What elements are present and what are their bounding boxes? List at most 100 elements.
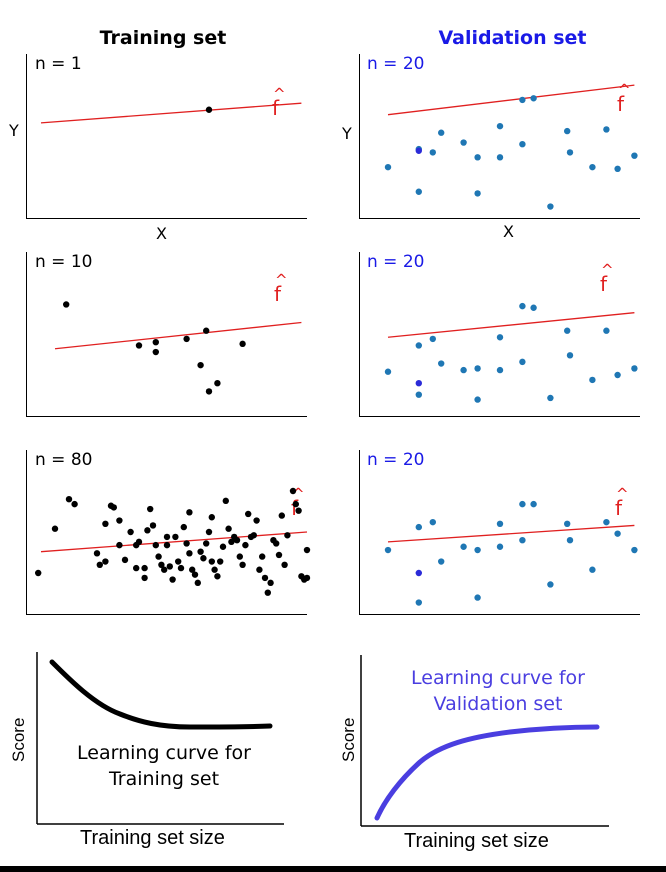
data-point-val-1-1	[415, 188, 422, 195]
data-point-val-10-13	[547, 394, 554, 402]
data-point-train-80-66	[267, 579, 274, 587]
data-point-train-80-78	[303, 574, 311, 582]
data-point-train-80-71	[281, 561, 288, 568]
data-point-train-80-29	[169, 576, 176, 583]
data-point-train-80-57	[242, 541, 249, 549]
data-point-val-10-6	[474, 365, 481, 372]
data-point-val-1-6	[474, 154, 481, 161]
fit-line-train-10	[54, 321, 302, 350]
data-point-train-80-2	[65, 496, 73, 503]
fhat-label-val-10: ^ f	[600, 261, 614, 296]
data-point-train-80-60	[250, 532, 257, 539]
data-point-val-1-0	[384, 163, 392, 171]
data-point-train-80-41	[200, 555, 207, 562]
data-point-train-80-17	[141, 564, 148, 572]
data-point-train-80-79	[303, 546, 311, 554]
data-point-train-80-9	[110, 504, 118, 511]
data-point-val-10-2	[415, 342, 422, 349]
data-point-val-80-8	[496, 520, 504, 527]
data-point-train-80-72	[284, 532, 291, 539]
data-point-train-80-42	[203, 540, 210, 547]
data-point-train-80-73	[289, 487, 297, 495]
data-point-val-10-10	[519, 358, 526, 366]
data-point-train-80-11	[116, 517, 123, 524]
x-axis-label-train: X	[156, 224, 167, 243]
highlight-point-val-80	[415, 569, 422, 577]
data-point-val-1-16	[589, 163, 596, 171]
fit-line-val-1	[387, 84, 635, 116]
data-point-val-10-18	[614, 371, 621, 379]
highlight-point-val-1	[415, 147, 422, 154]
data-point-train-80-23	[155, 553, 162, 560]
data-point-val-1-18	[614, 165, 621, 172]
data-point-train-80-14	[133, 564, 140, 572]
data-point-train-80-54	[233, 537, 241, 544]
data-point-train-80-5	[96, 561, 104, 568]
data-point-val-1-5	[460, 139, 467, 146]
data-point-train-80-38	[191, 571, 199, 578]
data-point-train-80-49	[219, 543, 227, 550]
data-point-train-80-39	[194, 579, 201, 587]
data-point-train-80-19	[144, 527, 151, 534]
data-point-train-80-26	[163, 541, 171, 549]
data-point-train-1-0	[205, 106, 213, 113]
plot-train-1	[26, 54, 307, 219]
data-point-train-80-52	[228, 538, 235, 546]
n-label-train-10: n = 10	[35, 252, 93, 272]
plot-train-80	[26, 450, 307, 615]
data-point-val-80-10	[519, 537, 526, 544]
data-point-val-80-18	[614, 530, 621, 537]
data-point-train-80-13	[127, 528, 134, 536]
data-point-val-1-19	[631, 152, 638, 159]
data-point-val-1-13	[547, 203, 554, 210]
data-point-train-80-65	[264, 589, 271, 596]
data-point-val-80-7	[496, 543, 504, 550]
data-point-train-80-55	[236, 553, 243, 560]
data-point-val-1-9	[474, 190, 481, 197]
validation-set-title: Validation set	[438, 27, 587, 49]
data-point-val-1-11	[519, 96, 526, 104]
data-point-val-10-4	[438, 360, 445, 367]
data-point-val-10-9	[474, 396, 481, 403]
data-point-train-80-3	[71, 500, 78, 508]
data-point-val-80-14	[564, 520, 571, 527]
data-point-train-80-47	[214, 573, 221, 580]
data-point-train-80-62	[256, 566, 263, 573]
data-point-val-10-16	[589, 376, 596, 384]
fit-line-train-1	[40, 102, 302, 124]
data-point-train-80-40	[197, 548, 204, 555]
data-point-train-80-70	[278, 512, 285, 519]
train-lc-ylabel: Score	[9, 717, 28, 762]
data-point-val-1-8	[496, 122, 504, 130]
data-point-train-80-69	[275, 551, 283, 559]
data-point-val-80-1	[415, 599, 422, 606]
fit-line-val-80	[387, 524, 635, 543]
data-point-val-80-9	[474, 594, 481, 601]
y-axis-label-train: Y	[9, 121, 19, 140]
n-label-val-1: n = 20	[367, 54, 425, 74]
data-point-train-10-2	[152, 339, 159, 346]
data-point-train-10-3	[152, 348, 159, 356]
data-point-train-80-58	[245, 510, 252, 518]
data-point-train-80-20	[147, 505, 154, 513]
plot-train-10	[26, 252, 307, 417]
data-point-train-80-44	[208, 514, 215, 521]
fhat-label-train-10: ^ f	[274, 271, 288, 306]
data-point-val-1-15	[566, 149, 574, 156]
data-point-train-80-30	[172, 533, 179, 541]
data-point-val-1-3	[429, 149, 436, 156]
data-point-val-10-3	[429, 335, 436, 343]
data-point-train-80-68	[273, 540, 280, 547]
data-point-val-10-1	[415, 391, 422, 398]
data-point-train-80-4	[93, 550, 101, 557]
data-point-train-80-12	[121, 556, 129, 564]
data-point-train-80-16	[135, 538, 143, 546]
data-point-val-10-8	[496, 334, 504, 341]
data-point-val-80-2	[415, 523, 422, 531]
data-point-val-10-5	[460, 366, 467, 374]
highlight-point-val-10	[415, 380, 422, 387]
data-point-train-80-64	[261, 574, 269, 582]
data-point-train-80-27	[163, 533, 171, 541]
data-point-train-80-37	[189, 566, 196, 573]
